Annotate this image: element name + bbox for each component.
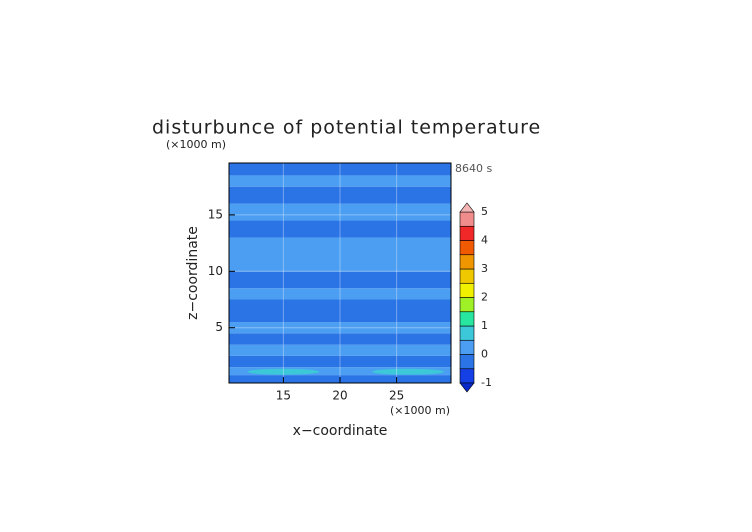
x-axis-label: x−coordinate — [293, 423, 388, 439]
colorbar-box — [459, 368, 475, 384]
contour-band — [229, 271, 451, 289]
contour-band — [229, 163, 451, 176]
contour-band — [229, 288, 451, 300]
contour-band — [229, 344, 451, 356]
contour-band — [229, 186, 451, 204]
colorbar-label: 2 — [481, 291, 488, 304]
contour-band — [229, 355, 451, 368]
contour-band — [229, 175, 451, 187]
colorbar-box — [459, 297, 475, 313]
contour-band — [229, 322, 451, 334]
colorbar-box — [459, 282, 475, 298]
contour-band — [229, 237, 451, 272]
x-unit: (×1000 m) — [390, 404, 450, 417]
contour-patch — [247, 368, 320, 375]
contour-band — [229, 333, 451, 345]
colorbar-label: 4 — [481, 234, 488, 247]
colorbar-box — [459, 225, 475, 241]
colorbar-label: 3 — [481, 262, 488, 275]
colorbar-box — [459, 354, 475, 370]
x-tick-label: 15 — [276, 389, 291, 403]
colorbar-box — [459, 325, 475, 341]
contour-patch — [371, 368, 444, 375]
contour-band — [229, 220, 451, 238]
colorbar-label: 0 — [481, 348, 488, 361]
y-unit: (×1000 m) — [166, 138, 226, 151]
contour-band — [229, 203, 451, 221]
colorbar-box — [459, 311, 475, 327]
y-axis-label: z−coordinate — [185, 226, 201, 320]
colorbar-box — [459, 254, 475, 270]
x-tick-label: 25 — [389, 389, 404, 403]
y-tick-label: 15 — [208, 207, 223, 221]
x-tick-label: 20 — [332, 389, 347, 403]
y-tick-label: 5 — [215, 320, 223, 334]
plot-frame — [228, 162, 452, 384]
colorbar-over — [459, 202, 475, 213]
colorbar-label: -1 — [481, 376, 492, 389]
colorbar-label: 5 — [481, 205, 488, 218]
colorbar-box — [459, 240, 475, 256]
colorbar-under — [459, 382, 475, 393]
colorbar-box — [459, 268, 475, 284]
contour-band — [229, 299, 451, 323]
colorbar-box — [459, 339, 475, 355]
colorbar-box — [459, 211, 475, 227]
time-label: 8640 s — [455, 162, 492, 175]
contour-band — [229, 367, 451, 376]
y-tick-label: 10 — [208, 264, 223, 278]
chart-title: disturbunce of potential temperature — [152, 117, 541, 139]
colorbar-label: 1 — [481, 319, 488, 332]
